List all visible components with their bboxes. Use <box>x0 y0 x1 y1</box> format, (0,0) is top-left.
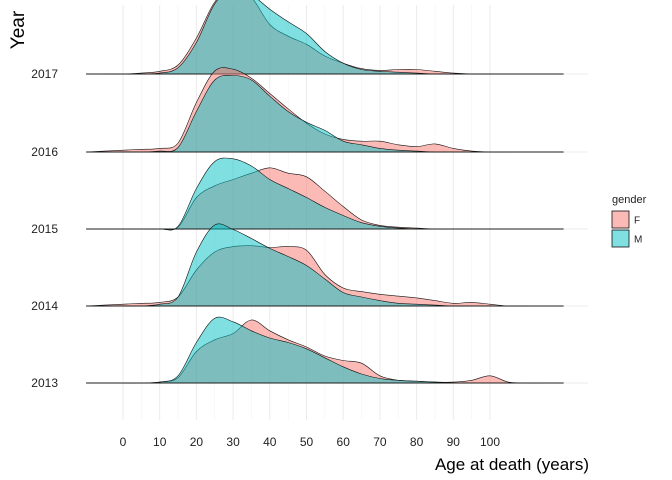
y-tick-label: 2017 <box>31 67 58 81</box>
y-tick-labels: 2017 2016 2015 2014 2013 <box>31 67 58 390</box>
x-tick-label: 90 <box>447 435 461 449</box>
x-tick-labels: 0 10 20 30 40 50 60 70 80 90 100 <box>120 435 501 449</box>
x-tick-label: 20 <box>190 435 204 449</box>
ridge-2014 <box>86 223 564 307</box>
x-tick-label: 80 <box>410 435 424 449</box>
x-tick-label: 50 <box>300 435 314 449</box>
x-tick-label: 60 <box>337 435 351 449</box>
ridge-2017 <box>86 0 564 75</box>
x-axis-title: Age at death (years) <box>435 455 589 474</box>
ridges <box>86 0 564 384</box>
legend-title: gender <box>612 194 647 206</box>
x-tick-label: 30 <box>226 435 240 449</box>
x-tick-label: 10 <box>153 435 167 449</box>
y-tick-label: 2013 <box>31 376 58 390</box>
y-tick-label: 2015 <box>31 222 58 236</box>
legend-key-M <box>611 229 630 248</box>
ridge-2013 <box>86 316 564 384</box>
ridge-2016 <box>86 67 564 153</box>
y-axis-title: Year <box>8 10 29 49</box>
y-tick-label: 2014 <box>31 299 58 313</box>
legend-label-F: F <box>634 216 640 227</box>
ridge-2015 <box>86 157 564 231</box>
x-tick-label: 70 <box>373 435 387 449</box>
y-tick-label: 2016 <box>31 145 58 159</box>
legend: gender FM <box>611 194 647 248</box>
x-tick-label: 100 <box>480 435 500 449</box>
legend-label-M: M <box>634 235 642 246</box>
x-tick-label: 0 <box>120 435 127 449</box>
x-tick-label: 40 <box>263 435 277 449</box>
legend-key-F <box>611 210 630 229</box>
